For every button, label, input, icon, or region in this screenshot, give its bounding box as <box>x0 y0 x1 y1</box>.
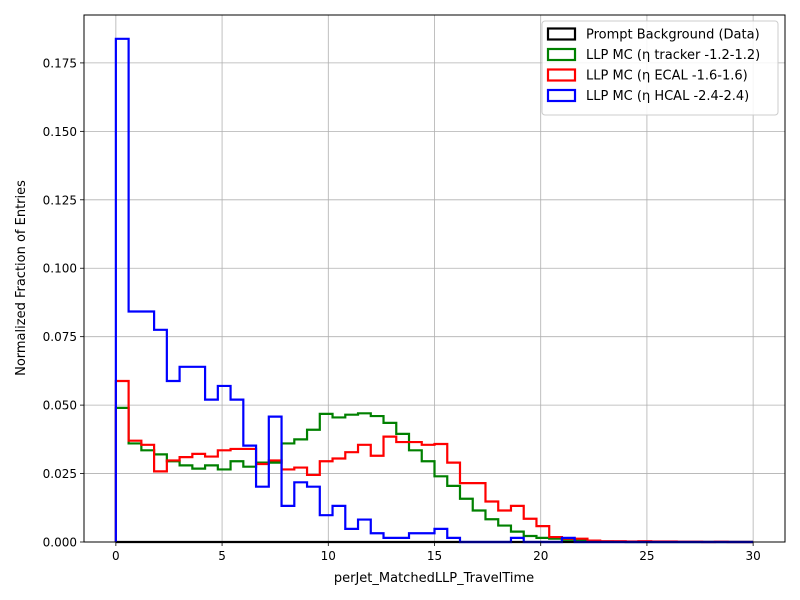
legend-label: Prompt Background (Data) <box>586 28 760 43</box>
y-tick-label: 0.150 <box>43 125 77 139</box>
legend: Prompt Background (Data) LLP MC (η tracke… <box>541 20 779 116</box>
y-tick-label: 0.075 <box>43 330 77 344</box>
y-tick-label: 0.000 <box>43 536 77 550</box>
y-tick-label: 0.125 <box>43 193 77 207</box>
x-tick-label: 10 <box>321 549 336 563</box>
x-tick-label: 25 <box>639 549 654 563</box>
y-tick-label: 0.025 <box>43 467 77 481</box>
x-tick-label: 5 <box>218 549 226 563</box>
legend-label: LLP MC (η tracker -1.2-1.2) <box>586 48 760 63</box>
legend-label: LLP MC (η ECAL -1.6-1.6) <box>586 69 748 84</box>
y-tick-label: 0.175 <box>43 56 77 70</box>
legend-swatch <box>546 68 577 82</box>
y-ticks: 0.000 0.025 0.050 0.075 0.100 0.125 0.150 0.175 <box>43 56 84 550</box>
x-tick-label: 30 <box>745 549 760 563</box>
legend-swatch <box>546 88 577 103</box>
legend-swatch <box>546 27 577 41</box>
x-axis-label: perJet_MatchedLLP_TravelTime <box>334 571 534 586</box>
y-tick-label: 0.050 <box>43 399 77 413</box>
legend-swatch <box>546 47 577 62</box>
legend-label: LLP MC (η HCAL -2.4-2.4) <box>586 89 749 104</box>
y-tick-label: 0.100 <box>43 262 77 276</box>
x-tick-label: 15 <box>427 549 442 563</box>
x-tick-label: 0 <box>112 549 120 563</box>
legend-box <box>541 20 779 116</box>
x-ticks: 0 5 10 15 20 25 30 <box>112 542 761 563</box>
y-axis-label: Normalized Fraction of Entries <box>14 180 29 376</box>
x-tick-label: 20 <box>533 549 548 563</box>
